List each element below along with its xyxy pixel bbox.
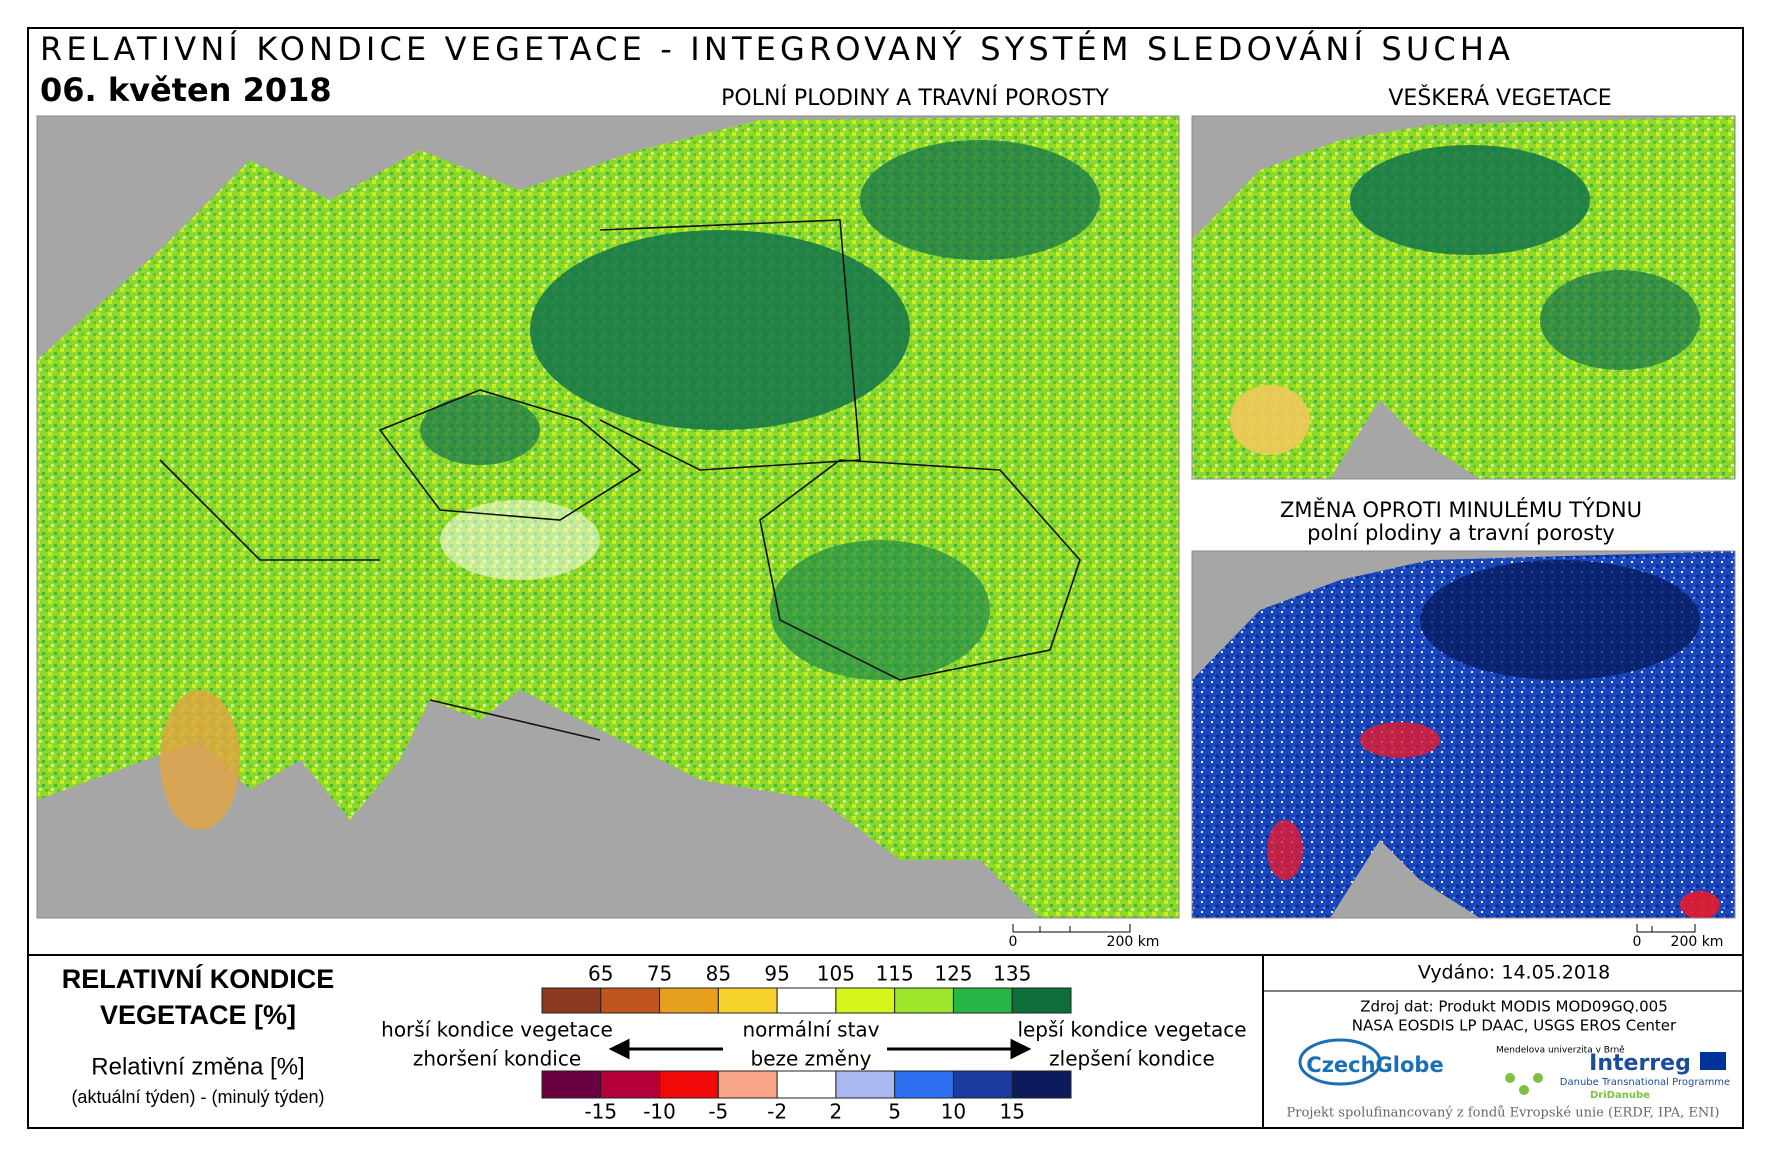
swatch — [659, 1070, 719, 1099]
area — [1267, 820, 1303, 880]
swatch — [541, 1070, 602, 1099]
legend-note: (aktuální týden) - (minulý týden) — [71, 1087, 324, 1107]
tick-label: 105 — [817, 962, 855, 986]
scalebar — [1012, 924, 1131, 933]
swatch — [1011, 1070, 1072, 1099]
legend-title: RELATIVNÍ KONDICE — [62, 963, 335, 994]
tick-label: 65 — [588, 962, 613, 986]
scale-label: 200 km — [1107, 934, 1160, 950]
tick-label: 75 — [647, 962, 672, 986]
tick-label: 85 — [706, 962, 731, 986]
logo: CzechGlobe — [1306, 1053, 1443, 1077]
swatch — [835, 1070, 896, 1099]
swatch — [952, 987, 1013, 1014]
border — [159, 219, 1081, 741]
footer: Projekt spolufinancovaný z fondů Evropsk… — [1287, 1105, 1720, 1121]
map-frame — [36, 115, 1180, 919]
tick-label: 125 — [934, 962, 972, 986]
legend-title: VEGETACE [%] — [100, 1000, 296, 1030]
map-subtitle: polní plodiny a travní porosty — [1307, 521, 1615, 545]
logo: DriDanube — [1590, 1090, 1650, 1101]
area — [160, 690, 240, 830]
main-map — [37, 116, 1179, 918]
tick-label: 115 — [876, 962, 914, 986]
scale-label: 200 km — [1671, 934, 1724, 950]
area — [770, 540, 990, 680]
tick-label: 10 — [941, 1100, 966, 1124]
area — [1420, 560, 1700, 680]
tick-label: 95 — [764, 962, 789, 986]
source: NASA EOSDIS LP DAAC, USGS EROS Center — [1352, 1017, 1677, 1035]
swatch — [894, 987, 954, 1014]
legend-label: zlepšení kondice — [1049, 1047, 1215, 1071]
frame — [27, 27, 1744, 1129]
arrow — [887, 1038, 1032, 1060]
scalebar — [1636, 924, 1696, 933]
scale-label: 0 — [1633, 934, 1642, 950]
land — [1192, 116, 1735, 479]
scale-label: 0 — [1009, 934, 1018, 950]
swatch — [717, 987, 778, 1014]
logo: Mendelova univerzita v Brně — [1496, 1046, 1625, 1056]
swatch — [776, 1070, 837, 1099]
area — [1360, 722, 1440, 758]
map-title: POLNÍ PLODINY A TRAVNÍ POROSTY — [721, 85, 1109, 111]
source: Zdroj dat: Produkt MODIS MOD09GQ.005 — [1360, 998, 1668, 1016]
logo: Interreg — [1589, 1051, 1691, 1076]
swatch — [600, 987, 661, 1014]
logo: Danube Transnational Programme — [1560, 1077, 1730, 1088]
eu-flag — [1700, 1052, 1726, 1070]
legend-label: normální stav — [742, 1018, 879, 1042]
tick-label: 2 — [830, 1100, 843, 1124]
map-title: VEŠKERÁ VEGETACE — [1388, 85, 1611, 111]
tick-label: -15 — [584, 1100, 617, 1124]
area — [530, 230, 910, 430]
tick-label: -2 — [767, 1100, 787, 1124]
date: 06. květen 2018 — [40, 71, 332, 109]
tick-label: -5 — [708, 1100, 728, 1124]
map-title: ZMĚNA OPROTI MINULÉMU TÝDNU — [1280, 497, 1642, 522]
area — [1540, 270, 1700, 370]
tick-label: 15 — [999, 1100, 1024, 1124]
change-map — [1192, 551, 1735, 918]
legend-label: horší kondice vegetace — [381, 1018, 613, 1042]
area — [1680, 891, 1720, 918]
logo-dot — [1533, 1073, 1543, 1083]
legend-change-title: Relativní změna [%] — [91, 1053, 304, 1080]
map-frame — [1191, 115, 1736, 480]
swatch — [717, 1070, 778, 1099]
map-frame — [1191, 550, 1736, 919]
legend-label: lepší kondice vegetace — [1017, 1018, 1246, 1042]
legend-label: beze změny — [751, 1047, 872, 1071]
swatch — [776, 987, 837, 1014]
color-bars: 65 75 85 95 105 115 125 135 -15 -10 -5 -2 2 5 10 15 — [541, 962, 1072, 1124]
area — [420, 395, 540, 465]
tick-label: 135 — [993, 962, 1031, 986]
tick-label: -10 — [643, 1100, 676, 1124]
swatch — [894, 1070, 954, 1099]
swatch — [659, 987, 719, 1014]
swatch — [1011, 987, 1072, 1014]
area — [1230, 385, 1310, 455]
legend-label: zhoršení kondice — [413, 1047, 581, 1071]
swatch — [541, 987, 602, 1014]
swatch — [952, 1070, 1013, 1099]
area — [860, 140, 1100, 260]
vegetation-map — [1192, 116, 1735, 479]
title: RELATIVNÍ KONDICE VEGETACE - INTEGROVANÝ… — [40, 30, 1510, 68]
logo-dot — [1519, 1085, 1529, 1095]
area — [1350, 145, 1590, 255]
swatch — [835, 987, 896, 1014]
swatch — [600, 1070, 661, 1099]
tick-label: 5 — [888, 1100, 901, 1124]
issued: Vydáno: 14.05.2018 — [1418, 962, 1610, 984]
logo-dot — [1505, 1073, 1515, 1083]
arrow — [608, 1038, 723, 1060]
logo-ring — [1298, 1038, 1382, 1086]
